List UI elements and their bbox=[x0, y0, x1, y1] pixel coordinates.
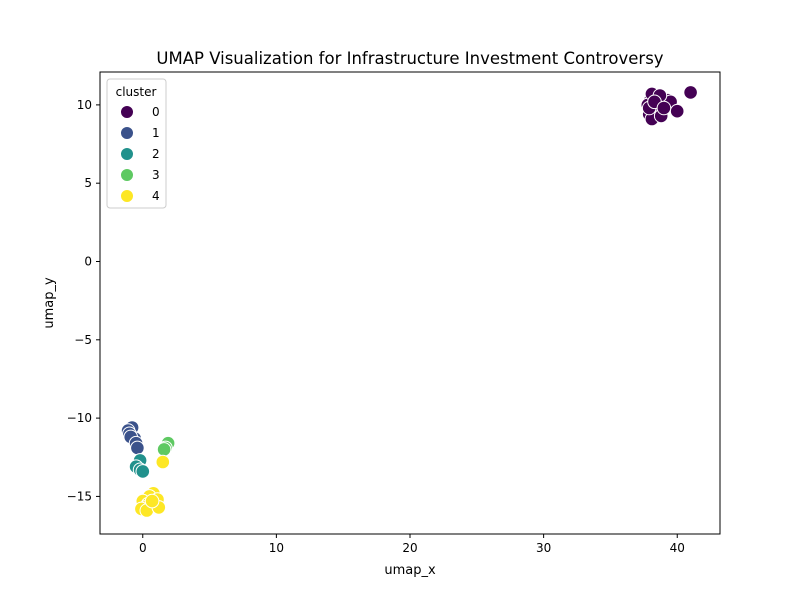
y-axis: −15 −10 −5 0 5 10 bbox=[67, 98, 100, 503]
plot-area bbox=[120, 85, 698, 518]
series-cluster-4 bbox=[134, 454, 171, 518]
legend-marker-2 bbox=[120, 147, 134, 161]
point-cluster-2-3 bbox=[135, 464, 151, 479]
legend-label-2: 2 bbox=[152, 147, 160, 161]
x-tick-label-40: 40 bbox=[670, 541, 685, 555]
point-cluster-0-19 bbox=[683, 85, 698, 100]
legend-label-3: 3 bbox=[152, 168, 160, 182]
legend-marker-1 bbox=[120, 126, 134, 140]
point-cluster-1-6 bbox=[130, 440, 145, 456]
x-axis: 0 10 20 30 40 bbox=[139, 534, 685, 555]
legend-items: 0 1 2 3 4 bbox=[120, 105, 160, 203]
series-cluster-2 bbox=[128, 453, 151, 479]
x-tick-label-30: 30 bbox=[536, 541, 551, 555]
legend-marker-0 bbox=[120, 105, 134, 119]
y-axis-label: umap_y bbox=[42, 277, 57, 329]
legend-marker-3 bbox=[120, 168, 134, 182]
y-tick-label-0: 0 bbox=[84, 254, 92, 268]
point-cluster-0-13 bbox=[669, 103, 685, 119]
legend-marker-4 bbox=[120, 189, 134, 203]
point-cluster-4-11 bbox=[144, 493, 160, 509]
x-tick-label-10: 10 bbox=[269, 541, 284, 555]
point-cluster-3-2 bbox=[156, 442, 172, 457]
legend-label-4: 4 bbox=[152, 189, 160, 203]
legend: cluster 0 1 2 3 4 bbox=[106, 78, 167, 209]
x-tick-label-20: 20 bbox=[402, 541, 417, 555]
y-tick-label--15: −15 bbox=[67, 489, 92, 503]
axes-frame bbox=[99, 71, 721, 535]
y-tick-label--5: −5 bbox=[74, 333, 92, 347]
x-axis-label: umap_x bbox=[384, 563, 436, 578]
legend-label-1: 1 bbox=[152, 126, 160, 140]
chart-title: UMAP Visualization for Infrastructure In… bbox=[156, 49, 663, 68]
legend-label-0: 0 bbox=[152, 105, 160, 119]
legend-title: cluster bbox=[116, 85, 157, 99]
y-tick-label--10: −10 bbox=[67, 411, 92, 425]
series-cluster-3 bbox=[156, 435, 176, 457]
series-cluster-0 bbox=[640, 85, 698, 127]
series-cluster-1 bbox=[120, 420, 145, 456]
point-cluster-4-0 bbox=[155, 454, 171, 470]
y-tick-label-10: 10 bbox=[77, 98, 92, 112]
x-tick-label-0: 0 bbox=[139, 541, 147, 555]
point-cluster-0-18 bbox=[656, 100, 672, 116]
y-tick-label-5: 5 bbox=[84, 176, 92, 190]
